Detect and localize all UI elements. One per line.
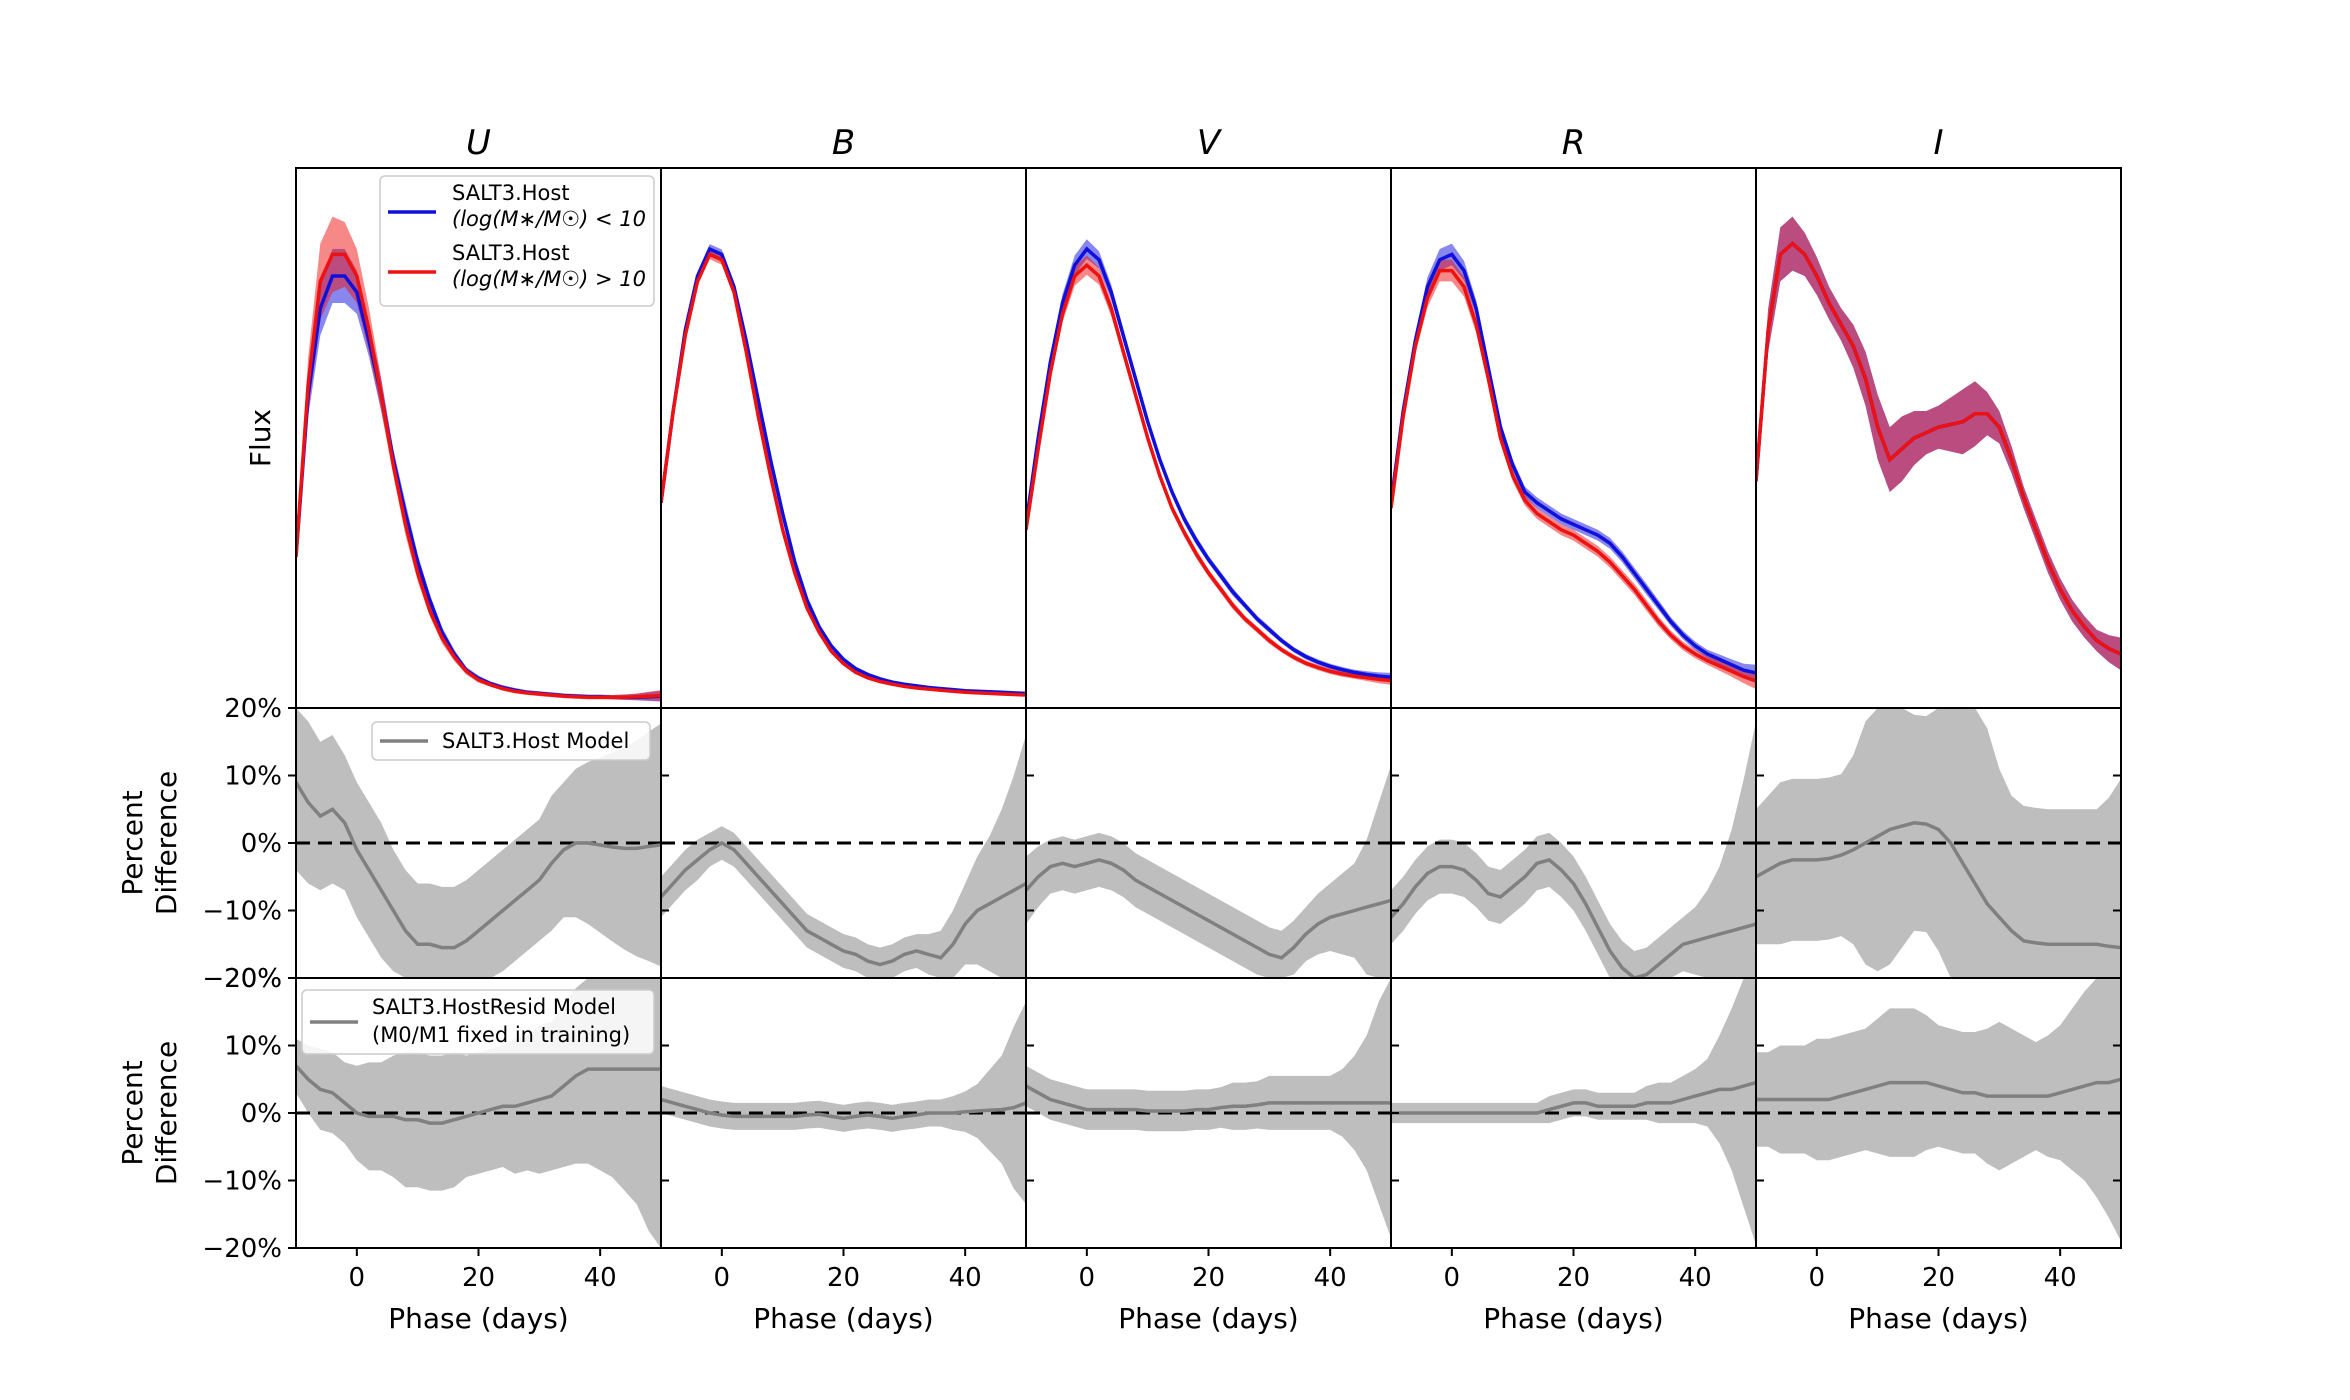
xtick-label: 0 — [1809, 1263, 1826, 1293]
x-axis-label-v: Phase (days) — [1118, 1302, 1298, 1335]
flux-panel-b — [661, 244, 1026, 697]
flux-legend: SALT3.Host(log(M∗/M☉) < 10SALT3.Host(log… — [379, 175, 655, 307]
flux-panel-r — [1391, 243, 1756, 690]
diff-line-b — [661, 840, 1026, 967]
diff-line-u — [296, 1064, 661, 1125]
flux-legend-name: SALT3.Host — [452, 181, 570, 205]
flux-line-low-mass-r — [1391, 252, 1756, 675]
flux-legend-condition: (log(M∗/M☉) < 10 — [452, 207, 646, 231]
flux-line-high-mass-u — [296, 252, 661, 699]
diff-panel-2-b — [661, 1001, 1026, 1205]
diff-axis-label-line2: Difference — [150, 771, 183, 915]
flux-panel-v — [1026, 239, 1391, 685]
diff-line-i — [1756, 821, 2121, 950]
xtick-label: 20 — [1922, 1263, 1955, 1293]
diff-line-v — [1026, 1084, 1391, 1113]
diff-axis-label-line2: Difference — [150, 1041, 183, 1185]
xtick-label: 0 — [1079, 1263, 1096, 1293]
flux-legend-condition: (log(M∗/M☉) > 10 — [452, 267, 646, 291]
diff-axis-label-line1: Percent — [116, 790, 149, 895]
band-title-b: B — [832, 123, 855, 163]
diff-legend-2: SALT3.HostResid Model (M0/M1 fixed in tra… — [301, 989, 655, 1055]
xtick-label: 40 — [584, 1263, 617, 1293]
diff-line-v — [1026, 858, 1391, 960]
band-title-r: R — [1562, 123, 1586, 163]
diff-band-b — [661, 1001, 1026, 1205]
diff-line-b — [661, 1097, 1026, 1121]
band-title-u: U — [466, 123, 491, 163]
band-title-v: V — [1197, 123, 1223, 163]
diff-legend-1-box — [371, 721, 651, 761]
plot-layer: U−20%−10%0%10%20%−20%−10%0%10%20%0 20 40Ph… — [116, 123, 2122, 1335]
x-axis-label-b: Phase (days) — [753, 1302, 933, 1335]
diff-band-v — [1026, 765, 1391, 978]
xtick-label: 0 — [349, 1263, 366, 1293]
diff-panel-1-r — [1391, 721, 1756, 978]
ytick-label: 20% — [224, 694, 282, 724]
diff-band-b — [661, 735, 1026, 978]
xtick-label: 40 — [2044, 1263, 2077, 1293]
xtick-label: 20 — [462, 1263, 495, 1293]
xtick-label: 20 — [1192, 1263, 1225, 1293]
xtick-label: 20 — [827, 1263, 860, 1293]
diff-panel-1-b — [661, 735, 1026, 978]
flux-line-high-mass-i — [1756, 241, 2121, 656]
x-axis-label-r: Phase (days) — [1483, 1302, 1663, 1335]
diff-line-u — [296, 781, 661, 950]
ytick-label: −20% — [202, 1234, 282, 1264]
diff-legend-1-label: SALT3.Host Model — [442, 729, 629, 753]
flux-panel-u — [296, 216, 661, 702]
xtick-label: 40 — [949, 1263, 982, 1293]
xtick-label: 20 — [1557, 1263, 1590, 1293]
ytick-label: 0% — [241, 1099, 282, 1129]
ytick-label: −20% — [202, 964, 282, 994]
ytick-label: 0% — [241, 829, 282, 859]
diff-panel-1-v — [1026, 765, 1391, 978]
flux-legend-name: SALT3.Host — [452, 241, 570, 265]
diff-legend-2-label: SALT3.HostResid Model — [372, 995, 616, 1019]
diff-panel-1-i — [1756, 708, 2121, 978]
diff-band-i — [1756, 978, 2121, 1242]
diff-panel-2-v — [1026, 978, 1391, 1238]
flux-line-high-mass-r — [1391, 268, 1756, 683]
x-axis-label-i: Phase (days) — [1848, 1302, 2028, 1335]
diff-panel-2-r — [1391, 978, 1756, 1245]
flux-axis-label: Flux — [244, 409, 277, 467]
ytick-label: 20% — [224, 964, 282, 994]
band-title-i: I — [1933, 123, 1943, 163]
ytick-label: −10% — [202, 897, 282, 927]
ytick-label: −10% — [202, 1167, 282, 1197]
xtick-label: 40 — [1679, 1263, 1712, 1293]
diff-line-i — [1756, 1077, 2121, 1102]
diff-panel-2-i — [1756, 978, 2121, 1242]
diff-legend-2-sublabel: (M0/M1 fixed in training) — [372, 1023, 630, 1047]
flux-band-high-mass-u — [296, 216, 661, 701]
flux-line-high-mass-b — [661, 252, 1026, 697]
flux-band-low-mass-u — [296, 249, 661, 702]
diff-band-r — [1391, 721, 1756, 978]
xtick-label: 0 — [714, 1263, 731, 1293]
ytick-label: 10% — [224, 1032, 282, 1062]
flux-legend-box — [379, 175, 655, 307]
flux-panel-i — [1756, 216, 2121, 671]
ytick-label: 10% — [224, 762, 282, 792]
xtick-label: 0 — [1444, 1263, 1461, 1293]
diff-band-r — [1391, 978, 1756, 1245]
xtick-label: 40 — [1314, 1263, 1347, 1293]
diff-line-r — [1391, 857, 1756, 978]
flux-line-low-mass-v — [1026, 246, 1391, 679]
x-axis-label-u: Phase (days) — [388, 1302, 568, 1335]
diff-axis-label-line1: Percent — [116, 1060, 149, 1165]
diff-line-r — [1391, 1080, 1756, 1115]
flux-band-high-mass-i — [1756, 216, 2121, 671]
flux-line-high-mass-v — [1026, 262, 1391, 683]
diff-band-u — [296, 708, 661, 978]
diff-legend-2-box — [301, 989, 655, 1055]
diff-panel-1-u — [296, 708, 661, 978]
diff-legend-1: SALT3.Host Model — [371, 721, 651, 761]
